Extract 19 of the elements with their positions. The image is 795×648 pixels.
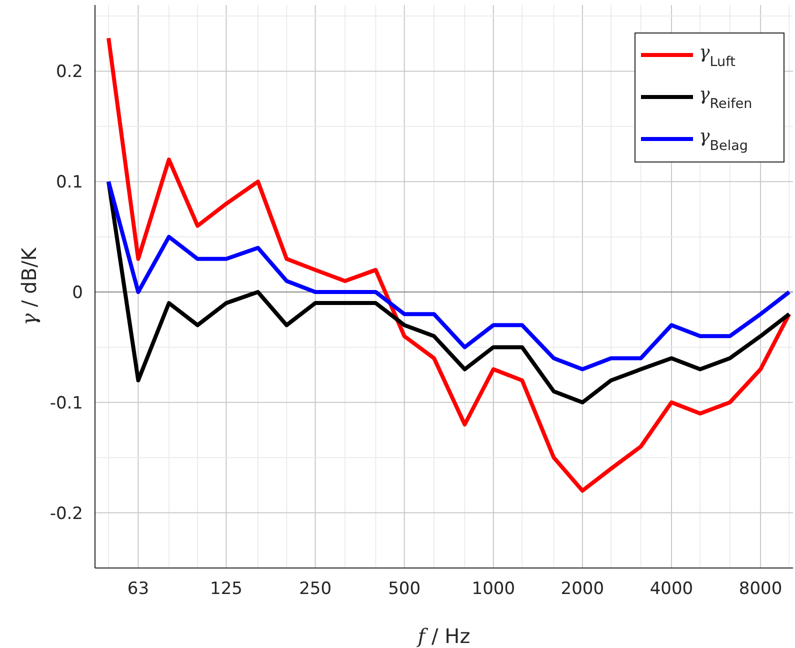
x-axis-title: f / Hz [416, 624, 470, 648]
x-tick-label: 125 [210, 579, 242, 599]
y-tick-label: 0.2 [56, 62, 83, 82]
y-tick-label: 0 [72, 282, 83, 303]
y-tick-label: -0.1 [50, 393, 83, 414]
legend-label: γ$_{Belag}$ [699, 126, 748, 154]
x-tick-label: 63 [127, 579, 150, 599]
line-series [106, 36, 792, 493]
x-tick-label: 8000 [738, 579, 782, 599]
legend-label: γ$_{Reifen}$ [699, 84, 752, 112]
x-tick-label: 4000 [650, 579, 694, 599]
x-tick-label: 1000 [472, 579, 516, 599]
legend-label: γ$_{Luft}$ [699, 42, 736, 70]
x-tick-label: 500 [388, 579, 421, 599]
y-tick-label: -0.2 [50, 504, 83, 524]
x-tick-label: 2000 [560, 579, 604, 599]
y-tick-label: 0.1 [56, 172, 83, 193]
x-tick-label: 250 [299, 579, 332, 599]
y-axis-title: γ / dB/K [17, 246, 41, 326]
